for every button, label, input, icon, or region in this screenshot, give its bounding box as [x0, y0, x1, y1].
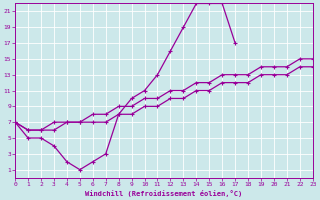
X-axis label: Windchill (Refroidissement éolien,°C): Windchill (Refroidissement éolien,°C): [85, 190, 243, 197]
